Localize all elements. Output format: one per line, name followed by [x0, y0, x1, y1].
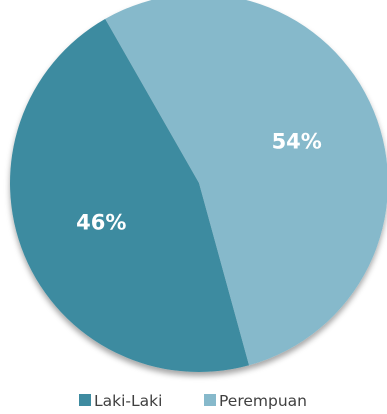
pie-slice-perempuan — [105, 0, 387, 366]
pie-slice-laki-laki — [10, 18, 250, 373]
legend-label-perempuan: Perempuan — [219, 392, 307, 410]
legend-swatch-perempuan — [204, 394, 216, 406]
slice-label-laki-laki: 46% — [76, 211, 126, 235]
legend-swatch-laki-laki — [79, 394, 91, 406]
slice-label-perempuan: 54% — [272, 129, 322, 153]
legend: Laki-Laki Perempuan — [79, 392, 307, 410]
pie-slices — [10, 0, 387, 373]
slice-labels: 46% 54% — [76, 129, 322, 234]
legend-label-laki-laki: Laki-Laki — [94, 392, 162, 410]
